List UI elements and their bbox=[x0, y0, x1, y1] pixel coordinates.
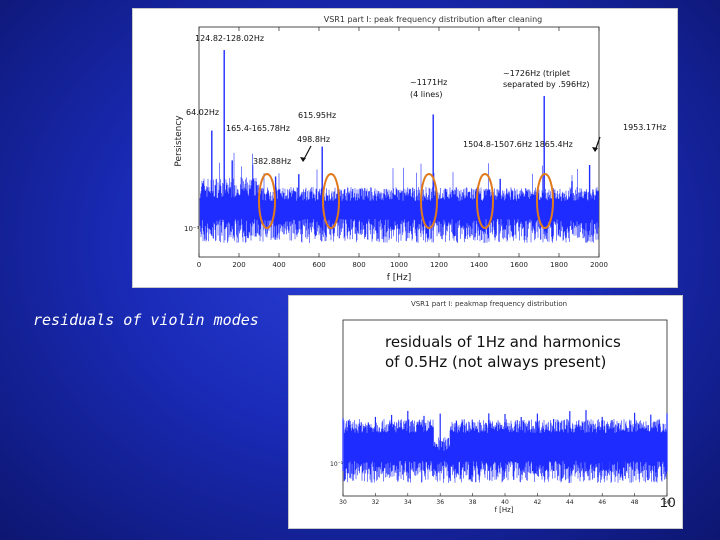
x-tick-label: 42 bbox=[534, 499, 542, 506]
chart-title: VSR1 part I: peak frequency distribution… bbox=[324, 15, 543, 24]
residual-ellipse bbox=[322, 173, 340, 229]
residual-ellipse bbox=[420, 173, 438, 229]
persistency-chart-bottom: VSR1 part I: peakmap frequency distribut… bbox=[330, 300, 671, 514]
annotation-label: ~1726Hz (triplet bbox=[503, 69, 570, 78]
x-tick-label: 46 bbox=[598, 499, 606, 506]
slide-number: 10 bbox=[660, 494, 676, 510]
y-axis-label: Persistency bbox=[174, 115, 184, 167]
x-axis-label: f [Hz] bbox=[387, 273, 412, 283]
annotation-arrowhead bbox=[592, 147, 598, 152]
x-tick-label: 48 bbox=[631, 499, 639, 506]
annotation-label: 1953.17Hz bbox=[623, 123, 666, 132]
y-tick-label: 10⁻¹ bbox=[330, 461, 344, 468]
annotation-label: 165.4-165.78Hz bbox=[226, 124, 290, 133]
residual-ellipse bbox=[536, 173, 554, 229]
x-tick-label: 30 bbox=[339, 499, 347, 506]
annotation-label: 1504.8-1507.6Hz 1865.4Hz bbox=[463, 140, 573, 149]
violin-caption: residuals of violin modes bbox=[33, 311, 259, 329]
x-axis-label: f [Hz] bbox=[494, 506, 513, 514]
x-tick-label: 36 bbox=[436, 499, 444, 506]
x-tick-label: 1600 bbox=[510, 261, 528, 269]
annotation-label: 615.95Hz bbox=[298, 111, 336, 120]
x-tick-label: 800 bbox=[352, 261, 365, 269]
annotation-label: ~1171Hz bbox=[410, 78, 447, 87]
x-tick-label: 40 bbox=[501, 499, 509, 506]
annotation-label: 124.82-128.02Hz bbox=[195, 34, 264, 43]
y-tick-label: 10⁻¹ bbox=[184, 225, 200, 233]
x-tick-label: 32 bbox=[372, 499, 380, 506]
x-tick-label: 50 bbox=[663, 499, 671, 506]
annotation-label: 64.02Hz bbox=[186, 108, 219, 117]
x-tick-label: 0 bbox=[197, 261, 201, 269]
annotation-label: 382.88Hz bbox=[253, 157, 291, 166]
caption-right-line1: residuals of 1Hz and harmonics bbox=[385, 333, 621, 351]
caption-right-line2: of 0.5Hz (not always present) bbox=[385, 353, 606, 371]
x-tick-label: 44 bbox=[566, 499, 574, 506]
persistency-chart-top: VSR1 part I: peak frequency distribution… bbox=[174, 15, 666, 283]
x-tick-label: 200 bbox=[232, 261, 245, 269]
x-tick-label: 2000 bbox=[590, 261, 608, 269]
x-tick-label: 34 bbox=[404, 499, 412, 506]
x-tick-label: 400 bbox=[272, 261, 285, 269]
annotation-label: (4 lines) bbox=[410, 90, 442, 99]
top-chart-panel: VSR1 part I: peak frequency distribution… bbox=[133, 9, 677, 287]
x-tick-label: 38 bbox=[469, 499, 477, 506]
residual-ellipse bbox=[258, 173, 276, 229]
x-tick-label: 1200 bbox=[430, 261, 448, 269]
x-tick-label: 1000 bbox=[390, 261, 408, 269]
annotation-arrowhead bbox=[300, 157, 306, 162]
annotation-label: separated by .596Hz) bbox=[503, 80, 589, 89]
plot-area: 0 200 400 600 800 1000 1200 1400 1600 1800 2000 124… bbox=[186, 26, 666, 269]
plot-area: 30 32 34 36 38 40 42 44 46 48 50 bbox=[339, 319, 671, 506]
x-tick-label: 1800 bbox=[550, 261, 568, 269]
chart-title: VSR1 part I: peakmap frequency distribut… bbox=[411, 300, 567, 308]
x-tick-label: 600 bbox=[312, 261, 325, 269]
bottom-chart-panel: VSR1 part I: peakmap frequency distribut… bbox=[289, 296, 682, 528]
x-tick-label: 1400 bbox=[470, 261, 488, 269]
residual-ellipse bbox=[476, 173, 494, 229]
annotation-label: 498.8Hz bbox=[297, 135, 330, 144]
